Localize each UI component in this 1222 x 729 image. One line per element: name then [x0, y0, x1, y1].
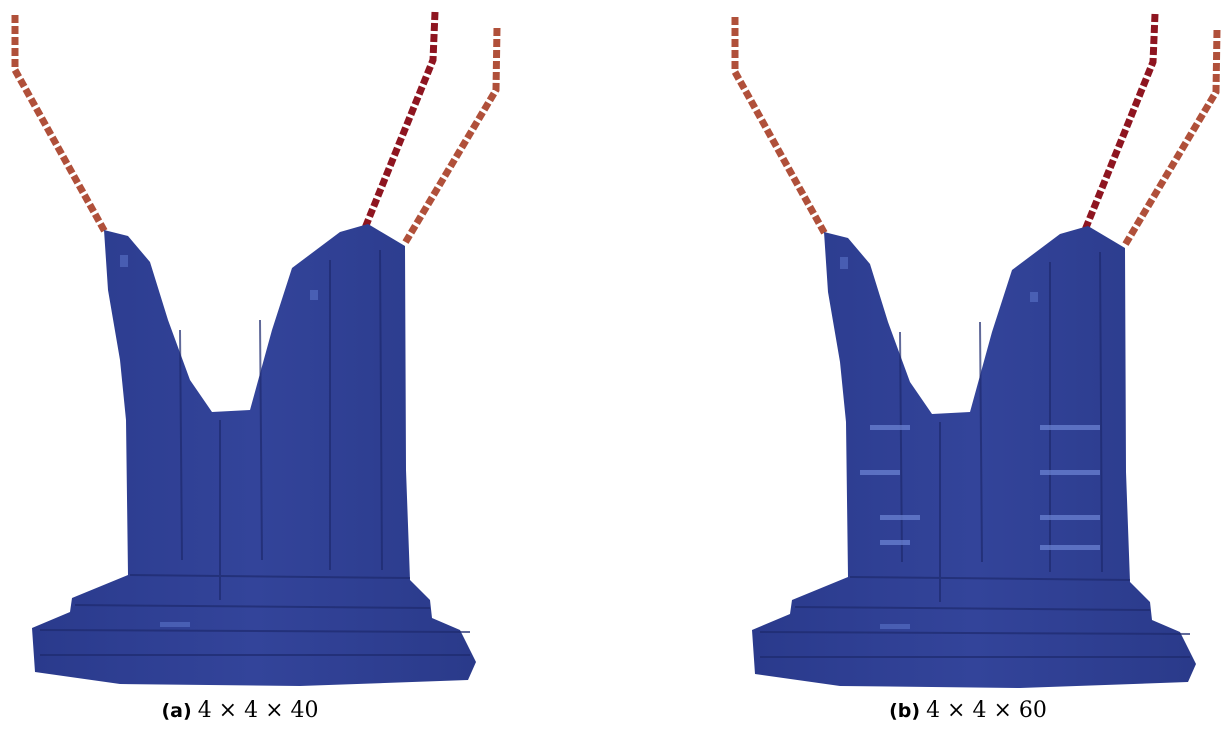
subfigure-caption: 4 × 4 × 60 — [926, 698, 1047, 723]
render-a — [15, 12, 497, 686]
caption-b: (b) 4 × 4 × 60 — [889, 697, 1047, 723]
figure-images — [0, 0, 1222, 690]
caption-a: (a) 4 × 4 × 40 — [161, 697, 318, 723]
subfigure-label: (a) — [161, 700, 191, 722]
page: (a)4 × 4 × 40 (b)4 × 4 × 60 (() => { con… — [0, 0, 1222, 729]
subfigure-caption: 4 × 4 × 40 — [198, 698, 319, 723]
render-b — [735, 14, 1217, 688]
subfigure-label: (b) — [889, 700, 920, 722]
